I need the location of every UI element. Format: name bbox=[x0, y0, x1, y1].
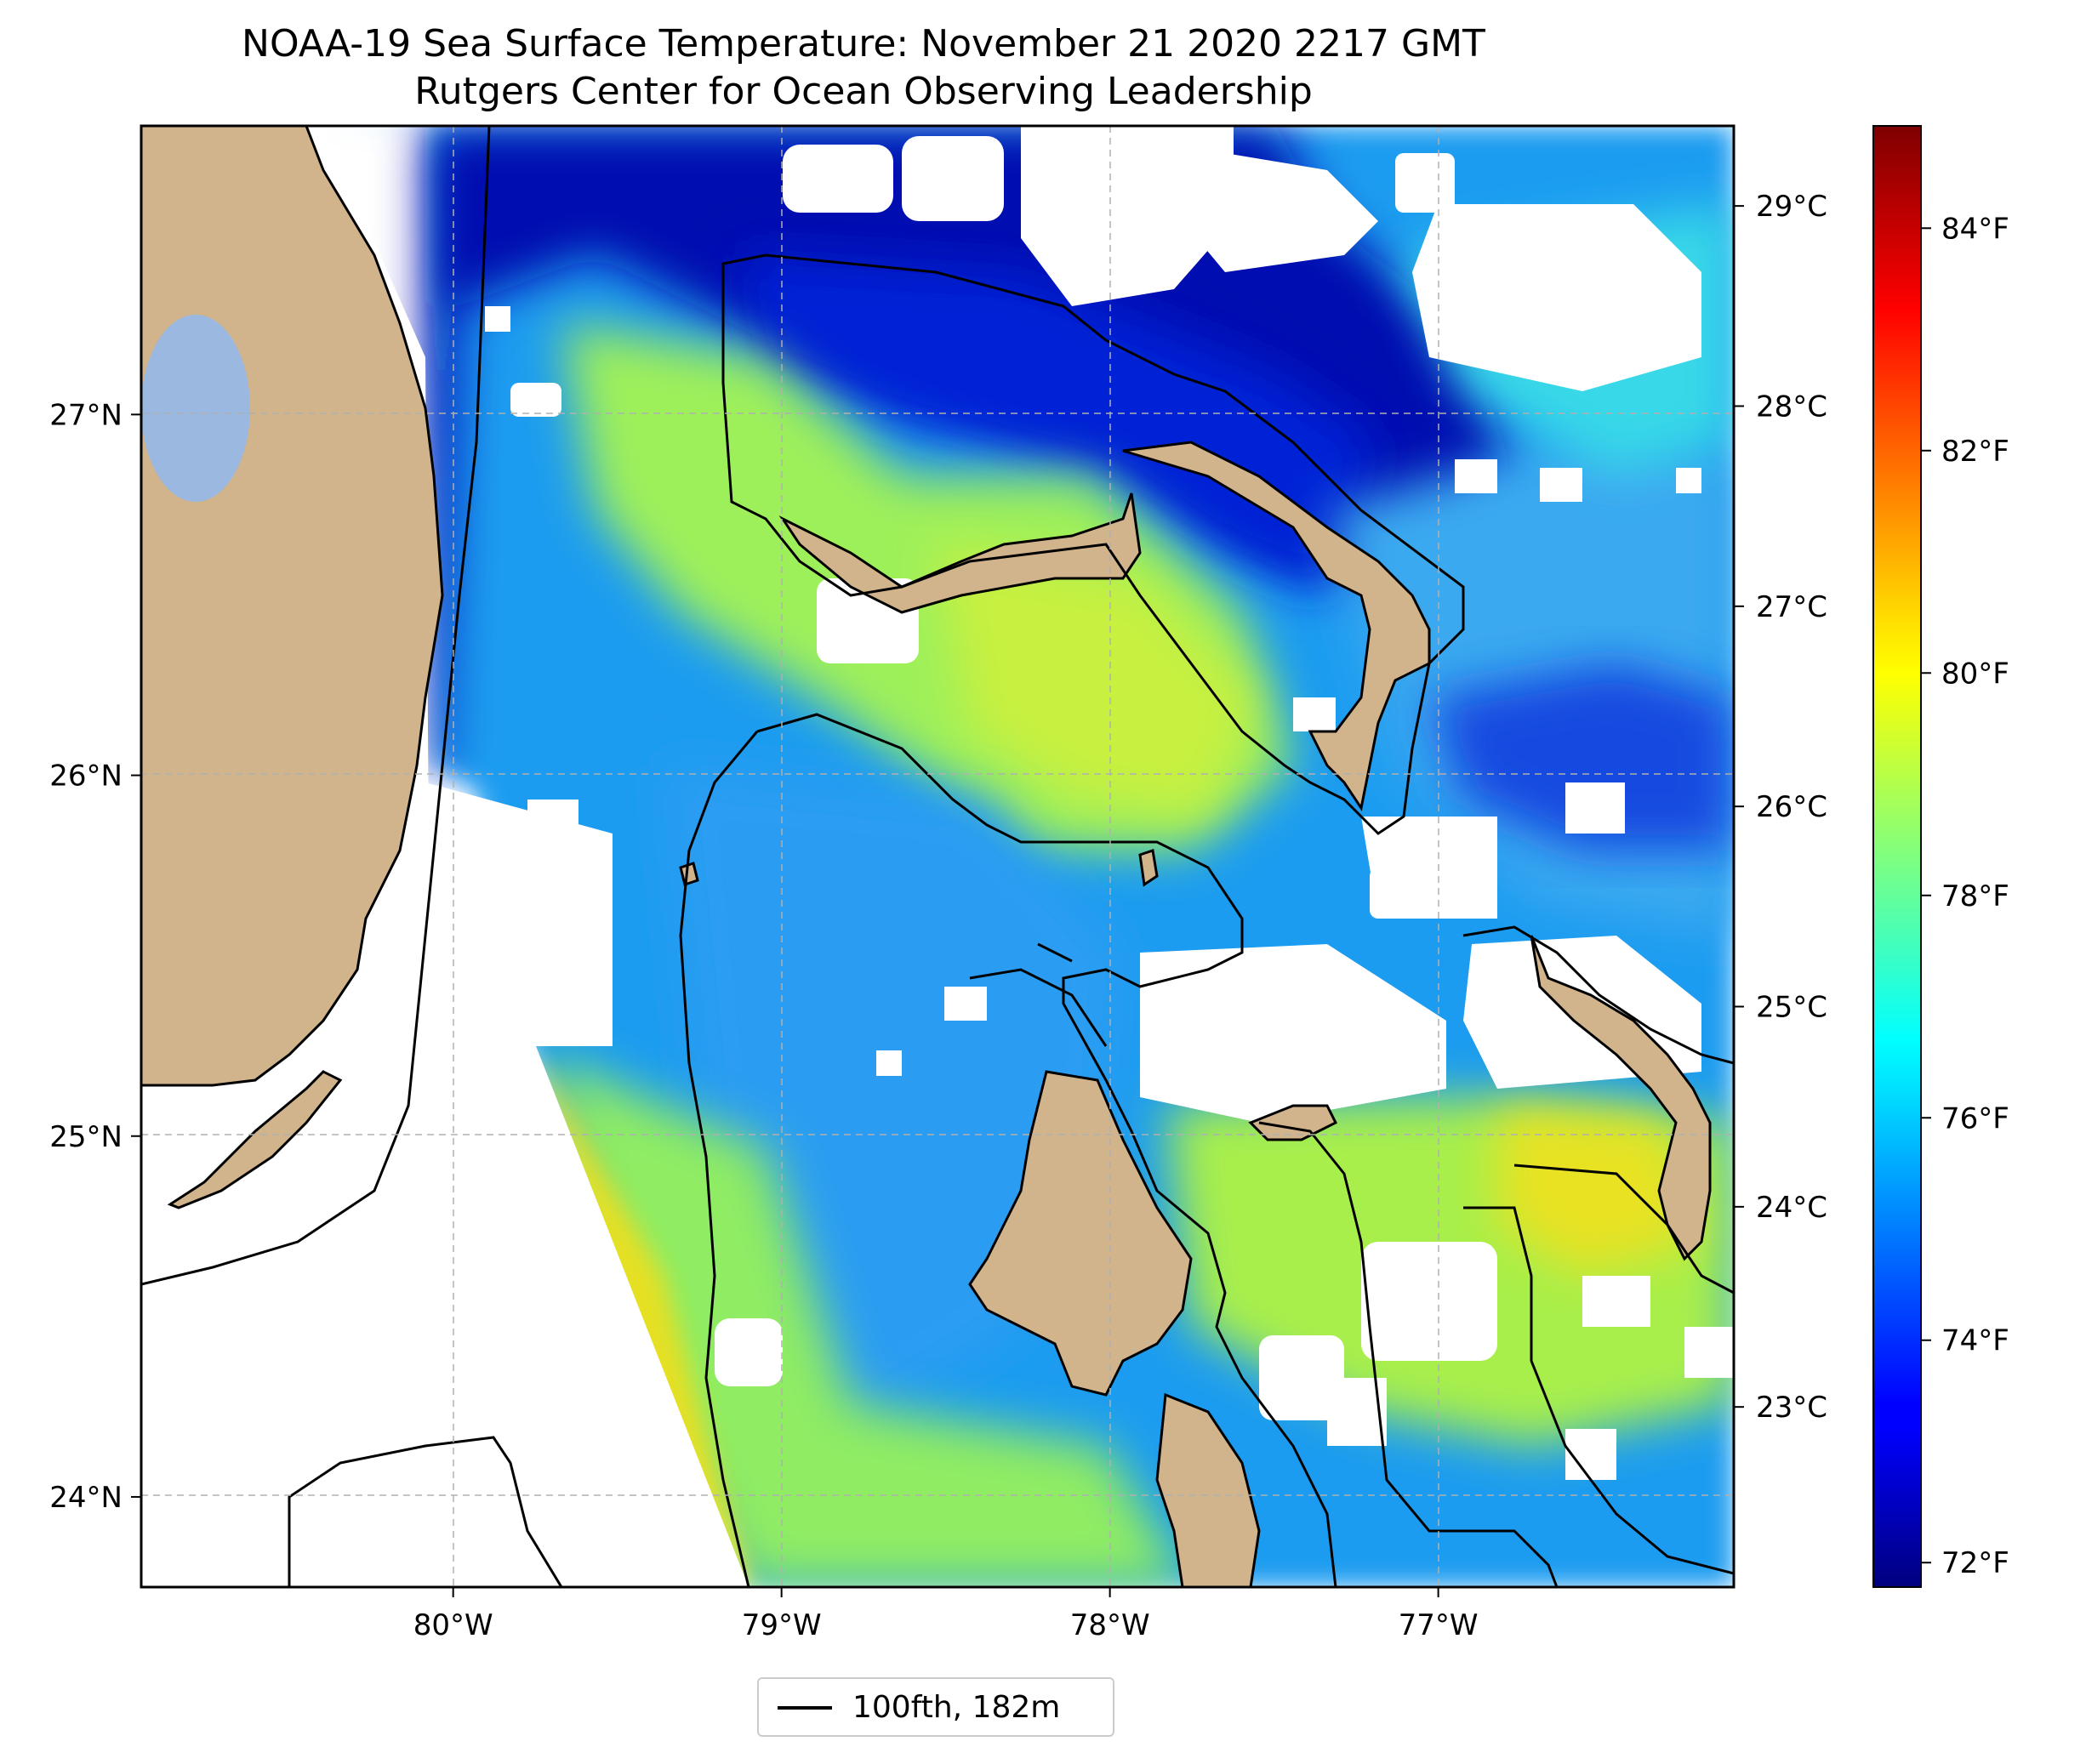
florida-keys bbox=[167, 1070, 343, 1209]
latitude-ticks: 27°N 26°N 25°N 24°N bbox=[49, 398, 141, 1515]
celsius-tick-label: 27°C bbox=[1756, 590, 1827, 624]
fahrenheit-tick-label: 72°F bbox=[1941, 1546, 2009, 1580]
fahrenheit-tick-label: 80°F bbox=[1941, 657, 2009, 691]
legend-line-swatch bbox=[778, 1706, 832, 1710]
celsius-ticks: 29°C 28°C 27°C 26°C 25°C 24°C 23°C bbox=[1734, 190, 1827, 1425]
longitude-ticks: 80°W 79°W 78°W 77°W bbox=[413, 1587, 1479, 1642]
eleuthera bbox=[1530, 935, 1712, 1261]
lat-tick-label: 27°N bbox=[49, 398, 123, 432]
fahrenheit-tick-label: 78°F bbox=[1941, 879, 2009, 913]
fahrenheit-tick-label: 74°F bbox=[1941, 1324, 2009, 1358]
celsius-tick-label: 26°C bbox=[1756, 790, 1827, 824]
title-line-1: NOAA-19 Sea Surface Temperature: Novembe… bbox=[242, 22, 1485, 65]
map-title: NOAA-19 Sea Surface Temperature: Novembe… bbox=[0, 20, 1727, 116]
legend-label: 100fth, 182m bbox=[852, 1690, 1061, 1725]
lat-tick-label: 25°N bbox=[49, 1120, 123, 1154]
florida-land bbox=[141, 126, 444, 1087]
celsius-tick-label: 29°C bbox=[1756, 190, 1827, 224]
lat-tick-label: 26°N bbox=[49, 760, 123, 794]
lat-tick-label: 24°N bbox=[49, 1481, 123, 1515]
grand-bahama bbox=[778, 492, 1142, 614]
isobath-100fth bbox=[141, 126, 1734, 1587]
map-gridlines bbox=[141, 126, 1734, 1587]
celsius-tick-label: 24°C bbox=[1756, 1191, 1827, 1225]
celsius-tick-label: 28°C bbox=[1756, 390, 1827, 424]
andros bbox=[968, 1070, 1193, 1397]
colorbar-gradient bbox=[1872, 125, 1922, 1588]
map-legend: 100fth, 182m bbox=[757, 1677, 1114, 1737]
abaco bbox=[1122, 441, 1431, 811]
lon-tick-label: 78°W bbox=[1070, 1608, 1150, 1642]
fahrenheit-tick-label: 84°F bbox=[1941, 212, 2009, 246]
celsius-tick-label: 23°C bbox=[1756, 1391, 1827, 1425]
berry-islands bbox=[1138, 849, 1159, 887]
map-frame bbox=[140, 124, 1735, 1589]
bimini bbox=[679, 862, 699, 886]
fahrenheit-ticks: 84°F 82°F 80°F 78°F 76°F 74°F 72°F bbox=[1921, 212, 2009, 1580]
lon-tick-label: 77°W bbox=[1399, 1608, 1479, 1642]
lon-tick-label: 80°W bbox=[413, 1608, 493, 1642]
fahrenheit-tick-label: 76°F bbox=[1941, 1101, 2009, 1135]
title-line-2: Rutgers Center for Ocean Observing Leade… bbox=[414, 70, 1313, 113]
celsius-tick-label: 25°C bbox=[1756, 991, 1827, 1025]
lon-tick-label: 79°W bbox=[742, 1608, 822, 1642]
new-providence bbox=[1248, 1104, 1338, 1141]
fahrenheit-tick-label: 82°F bbox=[1941, 435, 2009, 469]
bahamas-islands bbox=[167, 441, 1712, 1587]
andros-south bbox=[1155, 1392, 1261, 1587]
lake-okeechobee bbox=[141, 315, 250, 502]
